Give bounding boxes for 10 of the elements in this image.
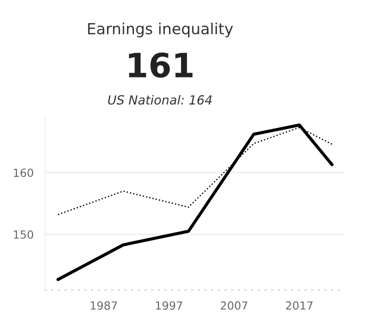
x-tick-label: 2017 <box>286 301 313 310</box>
line-series <box>56 124 334 282</box>
x-tick-label: 1997 <box>156 301 182 310</box>
x-tick-label: 1987 <box>90 301 117 310</box>
chart-title: Earnings inequality <box>88 22 233 38</box>
x-tick-label: 2007 <box>220 301 248 310</box>
y-tick-label: 150 <box>14 230 34 239</box>
chart-subtitle: 161 <box>128 52 192 78</box>
text: US National: 164 <box>108 94 212 105</box>
y-tick-label: 160 <box>14 168 34 177</box>
